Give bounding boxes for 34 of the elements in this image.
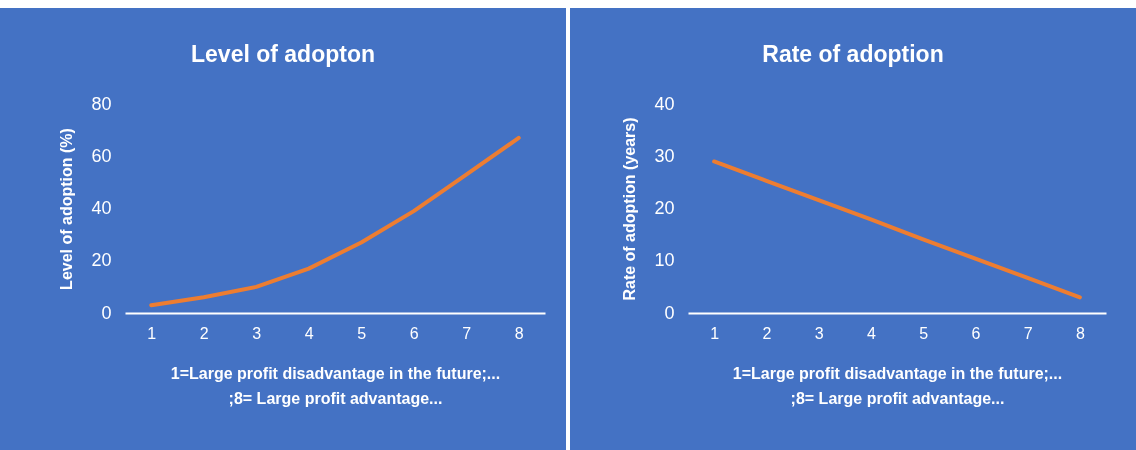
x-tick-label: 2 [199,324,209,342]
line-series [149,135,521,308]
x-tick-label: 8 [1075,324,1085,342]
chart-title: Level of adopton [191,41,375,67]
x-tick-label: 4 [866,324,876,342]
x-tick-label: 3 [252,324,262,342]
y-axis-title: Rate of adoption (years) [621,117,639,301]
x-tick-label: 1 [147,324,157,342]
y-tick-label: 10 [654,250,675,271]
x-tick-label: 8 [514,324,524,342]
chart-title: Rate of adoption [762,41,944,67]
x-tick-label: 7 [462,324,472,342]
y-tick-label: 40 [91,198,112,218]
x-tick-label: 5 [919,324,929,342]
x-tick-label: 1 [710,324,720,342]
y-tick-label: 30 [654,145,675,166]
y-tick-label: 80 [91,93,112,114]
x-axis-title: 1=Large profit disadvantage in the future;... ;8= Large profit advantage... [732,364,1063,407]
x-tick-label: 2 [762,324,772,342]
y-tick-label: 40 [654,93,675,114]
x-tick-label: 5 [357,324,367,342]
x-tick-label: 6 [409,324,419,342]
y-tick-label: 20 [91,250,112,271]
y-tick-label: 60 [91,145,112,166]
y-tick-label: 20 [654,198,675,218]
y-axis-title: Level of adoption (%) [58,128,76,290]
x-tick-label: 4 [304,324,314,342]
x-axis-title: 1=Large profit disadvantage in the future;... ;8= Large profit advantage... [170,364,501,407]
x-tick-label: 6 [971,324,981,342]
y-tick-label: 0 [101,302,112,323]
line-series [712,159,1082,300]
y-tick-label: 0 [664,302,675,323]
x-tick-label: 7 [1023,324,1033,342]
x-tick-label: 3 [814,324,824,342]
